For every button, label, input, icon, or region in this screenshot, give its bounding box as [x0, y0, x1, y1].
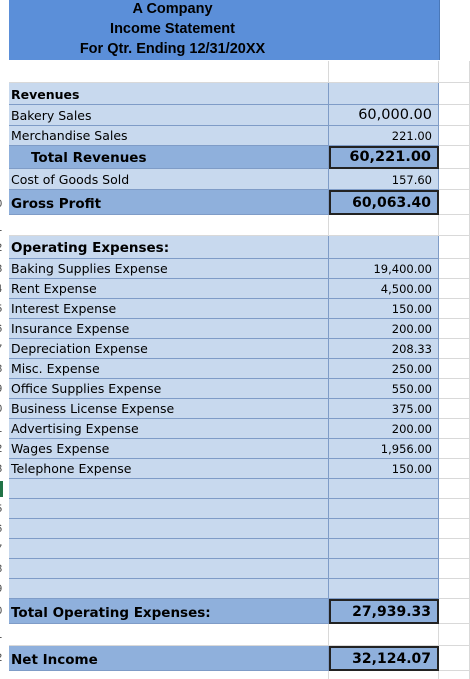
row-number[interactable]: 9: [0, 382, 9, 396]
expense-label: Insurance Expense: [11, 321, 130, 336]
expense-value: 4,500.00: [380, 282, 432, 296]
row-number[interactable]: 4: [0, 282, 9, 296]
revenues-heading: Revenues: [11, 87, 80, 102]
expense-value: 550.00: [391, 382, 432, 396]
row-number[interactable]: 0: [0, 197, 9, 211]
active-row-indicator: [0, 481, 3, 497]
row-number[interactable]: 1: [0, 628, 9, 642]
row-number[interactable]: 3: [0, 462, 9, 476]
line-item-value: 60,000.00: [358, 107, 432, 123]
expense-value: 150.00: [391, 302, 432, 316]
cogs-value: 157.60: [391, 173, 432, 187]
expense-label: Interest Expense: [11, 301, 117, 316]
expense-label: Depreciation Expense: [11, 341, 148, 356]
row-number[interactable]: 8: [0, 362, 9, 376]
company-name: A Company: [132, 1, 213, 17]
row-number[interactable]: 0: [0, 604, 9, 618]
expense-label: Telephone Expense: [11, 461, 132, 476]
period-label: For Qtr. Ending 12/31/20XX: [79, 41, 266, 57]
row-number[interactable]: 1: [0, 221, 9, 235]
total-revenues-label: Total Revenues: [31, 150, 147, 166]
expense-label: Office Supplies Expense: [11, 381, 162, 396]
expense-value: 1,956.00: [380, 442, 432, 456]
operating-heading: Operating Expenses:: [11, 240, 170, 256]
row-number[interactable]: 5: [0, 502, 9, 516]
gross-profit-value: 60,063.40: [352, 195, 431, 211]
statement-title: Income Statement: [110, 21, 235, 37]
cogs-label: Cost of Goods Sold: [11, 172, 130, 187]
total-operating-value: 27,939.33: [352, 604, 431, 620]
net-income-value: 32,124.07: [352, 651, 431, 667]
expense-label: Rent Expense: [11, 281, 97, 296]
row-number-gutter: 0 1 2 3 4 5 6 7 8 9 0 1 2 3 5 6 7 8 9 0 …: [0, 0, 9, 679]
expense-value: 375.00: [391, 402, 432, 416]
expense-label: Misc. Expense: [11, 361, 100, 376]
line-item-label: Bakery Sales: [11, 108, 92, 123]
row-number[interactable]: 3: [0, 262, 9, 276]
expense-label: Business License Expense: [11, 401, 175, 416]
statement-header[interactable]: A Company Income Statement For Qtr. Endi…: [9, 0, 440, 60]
line-item-value: 221.00: [391, 129, 432, 143]
expense-value: 200.00: [391, 322, 432, 336]
expense-label: Advertising Expense: [11, 421, 139, 436]
expense-value: 250.00: [391, 362, 432, 376]
row-number[interactable]: 6: [0, 322, 9, 336]
row-number[interactable]: 0: [0, 402, 9, 416]
total-operating-label: Total Operating Expenses:: [11, 605, 211, 621]
expense-value: 200.00: [391, 422, 432, 436]
row-number[interactable]: 6: [0, 522, 9, 536]
row-number[interactable]: 8: [0, 562, 9, 576]
row-number[interactable]: 9: [0, 582, 9, 596]
expense-value: 208.33: [391, 342, 432, 356]
expense-label: Wages Expense: [11, 441, 110, 456]
row-number[interactable]: 7: [0, 342, 9, 356]
line-item-label: Merchandise Sales: [11, 128, 128, 143]
row-number[interactable]: 7: [0, 542, 9, 556]
expense-value: 19,400.00: [373, 262, 432, 276]
gross-profit-label: Gross Profit: [11, 196, 102, 212]
expense-label: Baking Supplies Expense: [11, 261, 168, 276]
expense-value: 150.00: [391, 462, 432, 476]
row-number[interactable]: 2: [0, 442, 9, 456]
row-number[interactable]: 2: [0, 651, 9, 665]
total-revenues-value: 60,221.00: [349, 149, 431, 165]
row-number[interactable]: 2: [0, 241, 9, 255]
net-income-label: Net Income: [11, 652, 98, 668]
row-number[interactable]: 5: [0, 302, 9, 316]
row-number[interactable]: 1: [0, 422, 9, 436]
